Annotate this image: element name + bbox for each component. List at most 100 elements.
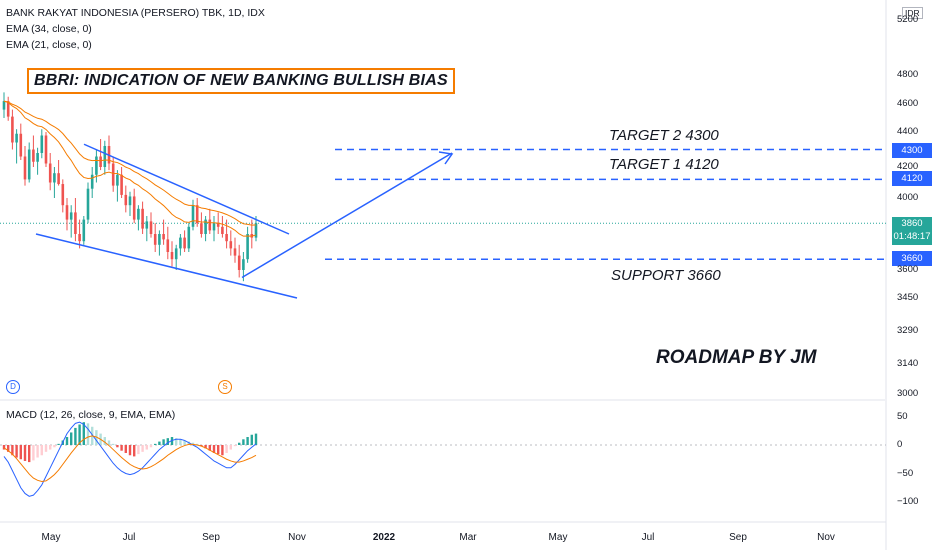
macd-histogram-bar	[2, 445, 6, 450]
macd-histogram-bar	[183, 440, 186, 445]
roadmap-label[interactable]: ROADMAP BY JM	[656, 347, 817, 368]
macd-histogram-bar	[187, 441, 190, 445]
macd-histogram-bar	[191, 442, 195, 445]
candle-body	[6, 101, 10, 117]
candle-body	[237, 255, 241, 270]
macd-histogram-bar	[112, 443, 115, 445]
candles[interactable]	[2, 92, 258, 282]
candle-body	[208, 219, 212, 231]
candle-body	[57, 173, 60, 185]
macd-histogram-bar	[175, 438, 178, 445]
support-price-tag: 3660	[892, 251, 932, 266]
candle-body	[15, 133, 18, 143]
macd-histogram-bar	[217, 445, 220, 455]
macd-histogram-bar	[82, 422, 85, 445]
candle-body	[128, 196, 132, 206]
time-tick-label: Nov	[288, 532, 306, 543]
price-tick-label: 4400	[897, 126, 919, 137]
currency-badge[interactable]: IDR	[902, 7, 923, 19]
price-tick-label: 4800	[897, 69, 919, 80]
candle-body	[221, 226, 224, 234]
candle-body	[153, 234, 157, 245]
candle-body	[120, 174, 123, 195]
macd-histogram-bar	[137, 445, 140, 455]
macd-histogram-bar	[74, 427, 77, 445]
candle-body	[27, 149, 31, 180]
macd-histogram-bar	[212, 445, 216, 453]
time-tick-label: May	[41, 532, 61, 543]
candle-body	[141, 208, 144, 229]
chart-title-annotation[interactable]: BBRI: INDICATION OF NEW BANKING BULLISH …	[27, 68, 455, 94]
macd-tick-label: 50	[897, 410, 908, 422]
candle-body	[19, 133, 23, 157]
price-tick-label: 3600	[897, 264, 919, 275]
price-tick-label: 4000	[897, 192, 919, 203]
macd-histogram-bar	[124, 445, 127, 453]
candle-body	[166, 239, 170, 252]
candle-body	[111, 163, 115, 186]
macd-histogram-bar	[141, 445, 144, 452]
macd-histogram-bar	[154, 443, 157, 445]
macd-histogram-bar	[7, 445, 10, 452]
macd-histogram-bar	[11, 445, 14, 456]
symbol-legend[interactable]: BANK RAKYAT INDONESIA (PERSERO) TBK, 1D,…	[6, 7, 265, 19]
candle-body	[32, 149, 35, 162]
candle-body	[11, 116, 14, 143]
candle-body	[233, 248, 237, 256]
candle-body	[200, 223, 203, 234]
candle-body	[116, 174, 119, 186]
macd-histogram-bar	[254, 433, 258, 445]
candle-body	[65, 205, 69, 220]
macd-histogram-bar	[23, 445, 27, 461]
macd-tick-label: −50	[897, 467, 914, 479]
candle-body	[103, 146, 107, 167]
candle-body	[242, 259, 245, 270]
trend-lines[interactable]	[35, 143, 454, 299]
candle-body	[145, 221, 149, 229]
candle-body	[170, 252, 174, 260]
macd-histogram-bar	[162, 439, 165, 445]
macd-histogram-bar	[200, 445, 203, 447]
ema34-legend[interactable]: EMA (34, close, 0)	[6, 23, 92, 35]
target1-label[interactable]: TARGET 1 4120	[609, 156, 719, 173]
macd-histogram-bar	[95, 430, 98, 445]
macd-histogram-bar	[36, 445, 39, 458]
target2-label[interactable]: TARGET 2 4300	[609, 127, 719, 144]
candle-body	[53, 173, 56, 183]
dividend-marker[interactable]: D	[6, 380, 20, 394]
time-tick-label: May	[548, 532, 568, 543]
macd-histogram-bar	[196, 443, 199, 445]
macd-histogram-bar	[250, 434, 253, 445]
ema21-legend[interactable]: EMA (21, close, 0)	[6, 39, 92, 51]
ema-line	[3, 100, 257, 226]
candle-body	[99, 156, 102, 167]
candle-body	[229, 241, 233, 249]
macd-histogram-bar	[40, 445, 43, 456]
candle-body	[95, 156, 98, 175]
candle-body	[216, 223, 220, 227]
macd-histogram-bar	[57, 443, 60, 445]
current-price-tag: 3860 01:48:17	[892, 217, 932, 245]
split-marker[interactable]: S	[218, 380, 232, 394]
channel-upper-line	[83, 143, 290, 235]
macd-histogram-bar	[53, 445, 56, 448]
macd-histogram-bar	[179, 439, 182, 445]
macd-pane[interactable]	[0, 421, 886, 497]
support-label[interactable]: SUPPORT 3660	[611, 267, 721, 284]
macd-histogram-bar	[32, 445, 35, 461]
macd-histogram-bar	[242, 439, 245, 445]
macd-histogram-bar	[204, 445, 207, 449]
time-tick-label: Sep	[202, 532, 220, 543]
candle-body	[78, 234, 81, 242]
time-tick-label: Sep	[729, 532, 747, 543]
target1-price-tag: 4120	[892, 171, 932, 186]
ema-line	[3, 100, 257, 237]
macd-legend[interactable]: MACD (12, 26, close, 9, EMA, EMA)	[6, 409, 176, 421]
candle-body	[225, 234, 228, 242]
macd-histogram-bar	[133, 445, 136, 457]
candle-body	[174, 248, 178, 260]
candle-body	[179, 237, 182, 249]
macd-tick-label: −100	[897, 496, 919, 507]
